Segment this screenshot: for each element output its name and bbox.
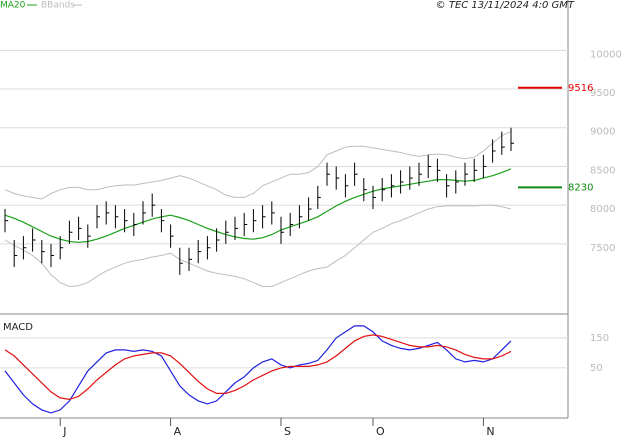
y-tick-label: 7500 <box>590 243 615 254</box>
y-tick-label: 50 <box>590 363 603 374</box>
macd-line <box>4 325 512 414</box>
band-upper <box>4 131 512 200</box>
y-tick-label: 8000 <box>590 204 615 215</box>
y-tick-label: 8500 <box>590 165 615 176</box>
legend-label: MA20 <box>0 1 26 11</box>
plot-bg <box>0 0 568 418</box>
y-tick-label: 9500 <box>590 88 615 99</box>
y-tick-label: 10000 <box>590 49 622 60</box>
band-lower <box>4 204 512 288</box>
source: © TEC 13/11/2024 4:0 GMT <box>436 0 575 11</box>
x-tick-label: A <box>174 425 182 438</box>
ma-line <box>4 168 512 243</box>
level-label: 8230 <box>568 182 593 193</box>
y-tick-label: 150 <box>590 333 609 344</box>
x-tick-label: O <box>376 425 385 438</box>
x-tick-label: N <box>486 425 494 438</box>
y-tick-label: 9000 <box>590 127 615 138</box>
panel-title: MACD <box>3 322 33 333</box>
macd-line <box>4 334 512 401</box>
x-tick-label: S <box>284 425 291 438</box>
level-label: 9516 <box>568 83 593 94</box>
x-tick-label: J <box>62 425 66 438</box>
legend-label: BBands <box>41 1 75 11</box>
